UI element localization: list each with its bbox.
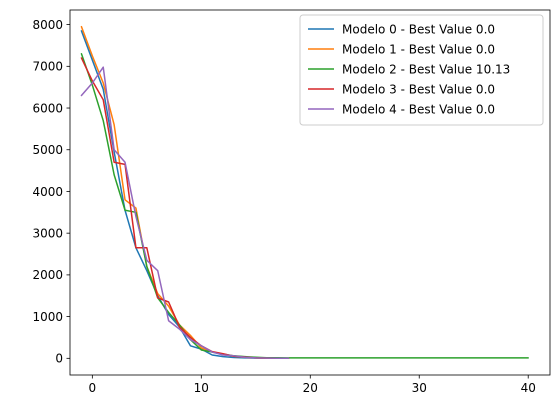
y-tick-label: 1000	[32, 310, 63, 324]
y-tick-label: 2000	[32, 268, 63, 282]
y-tick-label: 6000	[32, 101, 63, 115]
y-tick-label: 4000	[32, 185, 63, 199]
x-tick-label: 20	[303, 381, 318, 395]
plot-frame	[69, 9, 551, 376]
legend-box	[299, 14, 544, 126]
series-line-4	[80, 66, 290, 360]
y-tick-label: 3000	[32, 226, 63, 240]
x-tick-label: 10	[194, 381, 209, 395]
legend-label-1: Modelo 1 - Best Value 0.0	[342, 42, 495, 56]
y-axis-ticks: 0 1000 2000 3000 4000 5000 6000 7000 8000	[32, 18, 70, 366]
y-tick-label: 8000	[32, 18, 63, 32]
legend-label-2: Modelo 2 - Best Value 10.13	[342, 62, 510, 76]
y-tick-label: 5000	[32, 143, 63, 157]
x-axis-ticks: 0 10 20 30 40	[89, 375, 536, 395]
legend: Modelo 0 - Best Value 0.0 Modelo 1 - Best…	[299, 14, 544, 126]
y-tick-label: 7000	[32, 60, 63, 74]
x-tick-label: 0	[89, 381, 97, 395]
x-tick-label: 30	[412, 381, 427, 395]
x-tick-label: 40	[521, 381, 536, 395]
legend-label-4: Modelo 4 - Best Value 0.0	[342, 102, 495, 116]
y-tick-label: 0	[55, 352, 63, 366]
legend-label-3: Modelo 3 - Best Value 0.0	[342, 82, 495, 96]
legend-label-0: Modelo 0 - Best Value 0.0	[342, 22, 495, 36]
series-layer	[80, 25, 529, 360]
